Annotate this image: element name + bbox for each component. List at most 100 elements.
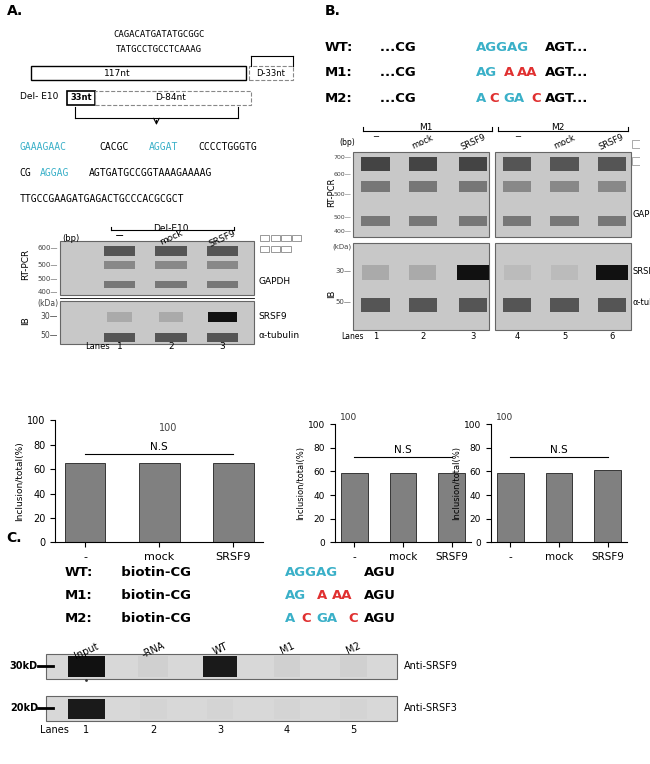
Bar [68, 699, 105, 719]
Bar [551, 157, 578, 170]
Bar [270, 235, 280, 241]
Bar [642, 140, 650, 148]
Bar [341, 473, 368, 542]
Bar [354, 243, 489, 330]
Text: WT: WT [211, 641, 229, 656]
Text: 6: 6 [609, 332, 614, 341]
Text: biotin-CG: biotin-CG [112, 566, 191, 580]
Y-axis label: Inclusion/total(%): Inclusion/total(%) [16, 442, 25, 521]
Text: 100: 100 [159, 422, 177, 432]
Text: 500—: 500— [334, 215, 352, 220]
Text: 2: 2 [150, 725, 157, 735]
Bar [260, 246, 269, 251]
Bar [155, 246, 187, 256]
Bar [155, 281, 187, 288]
Bar [504, 265, 530, 280]
Bar [361, 180, 389, 192]
Bar [249, 66, 293, 80]
Bar [495, 243, 630, 330]
Text: 50—: 50— [336, 299, 352, 305]
Text: N.S: N.S [550, 445, 568, 455]
Text: 20kD: 20kD [10, 703, 38, 713]
Bar [65, 463, 105, 542]
Bar [503, 299, 532, 312]
Text: 100: 100 [340, 413, 357, 422]
Text: −: − [115, 231, 124, 241]
Bar [281, 235, 291, 241]
Bar [409, 299, 437, 312]
Text: Lanes: Lanes [341, 332, 363, 341]
Bar [139, 463, 179, 542]
Text: WT:: WT: [65, 566, 94, 580]
Text: 500—: 500— [38, 261, 58, 267]
Bar [60, 300, 254, 344]
Bar [292, 235, 302, 241]
Text: AGGAG: AGGAG [476, 40, 529, 53]
Text: 4: 4 [284, 725, 290, 735]
Bar [46, 696, 397, 721]
Bar [551, 265, 578, 280]
Text: SRSF9: SRSF9 [460, 133, 487, 152]
Text: 2: 2 [420, 332, 425, 341]
Text: α-tubulin: α-tubulin [258, 331, 300, 340]
Text: -RNA: -RNA [140, 641, 166, 660]
Text: mock: mock [158, 228, 184, 248]
Text: AGU: AGU [364, 566, 396, 580]
Text: GAPDH: GAPDH [632, 210, 650, 219]
Text: α-tubulin: α-tubulin [632, 298, 650, 306]
Bar [155, 333, 187, 342]
Text: TTGCCGAAGATGAGACTGCCCACGCGCT: TTGCCGAAGATGAGACTGCCCACGCGCT [20, 194, 184, 204]
Text: 1: 1 [117, 342, 122, 351]
Bar [341, 699, 367, 719]
Text: AA: AA [517, 66, 538, 79]
Text: 700—: 700— [334, 156, 352, 160]
Text: 400—: 400— [38, 289, 58, 295]
Bar [207, 333, 239, 342]
Text: TATGCCTGCCTCAAAG: TATGCCTGCCTCAAAG [116, 45, 202, 54]
Text: IB: IB [21, 316, 30, 325]
Text: mock: mock [411, 133, 435, 151]
Bar [632, 140, 641, 148]
Text: 500—: 500— [38, 276, 58, 282]
Text: Anti-SRSF9: Anti-SRSF9 [404, 661, 458, 671]
Bar [409, 180, 437, 192]
Text: 3: 3 [471, 332, 476, 341]
Bar [459, 180, 488, 192]
Bar [594, 470, 621, 542]
Text: 100: 100 [496, 413, 513, 422]
Bar [207, 246, 239, 256]
Text: 1: 1 [373, 332, 378, 341]
Text: −: − [372, 133, 379, 141]
Text: IB: IB [328, 290, 337, 298]
Text: GA: GA [504, 92, 525, 105]
Bar [598, 216, 626, 226]
Bar [104, 261, 135, 269]
Bar [354, 152, 489, 237]
Text: D-33nt: D-33nt [257, 69, 285, 78]
Bar [503, 157, 532, 170]
Text: AGT...: AGT... [545, 66, 588, 79]
Bar [632, 157, 641, 165]
Text: A: A [285, 612, 296, 626]
Text: M1:: M1: [65, 589, 93, 603]
Text: GAPDH: GAPDH [258, 277, 291, 286]
Text: Lanes: Lanes [85, 342, 110, 351]
Text: C: C [348, 612, 358, 626]
Bar [104, 281, 135, 288]
Text: 600—: 600— [38, 245, 58, 251]
Bar [458, 265, 489, 280]
Bar [551, 180, 578, 192]
Text: AGGAT: AGGAT [148, 141, 178, 151]
Text: 600—: 600— [334, 173, 352, 177]
Text: ...CG: ...CG [366, 66, 416, 79]
Text: AGGAG: AGGAG [285, 566, 339, 580]
Bar [213, 463, 254, 542]
Text: D-84nt: D-84nt [155, 93, 186, 102]
Text: AGT...: AGT... [545, 92, 588, 105]
Bar [438, 473, 465, 542]
Text: biotin-CG: biotin-CG [112, 612, 191, 626]
Text: 1: 1 [83, 725, 90, 735]
Text: Input: Input [73, 641, 100, 661]
Bar [503, 216, 532, 226]
Text: B.: B. [325, 4, 341, 18]
